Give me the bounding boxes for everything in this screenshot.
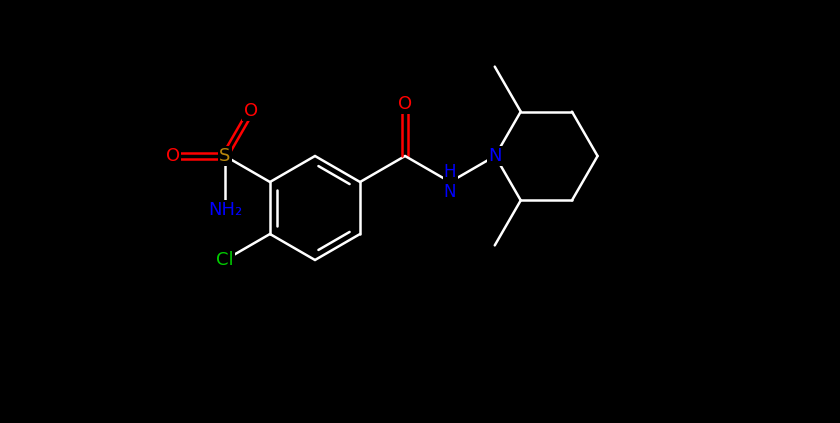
Text: H
N: H N	[444, 162, 456, 201]
Text: O: O	[165, 147, 180, 165]
Text: Cl: Cl	[216, 251, 234, 269]
Text: O: O	[398, 95, 412, 113]
Text: S: S	[219, 147, 231, 165]
Text: NH₂: NH₂	[207, 201, 242, 219]
Text: N: N	[488, 147, 501, 165]
Text: O: O	[244, 102, 258, 120]
